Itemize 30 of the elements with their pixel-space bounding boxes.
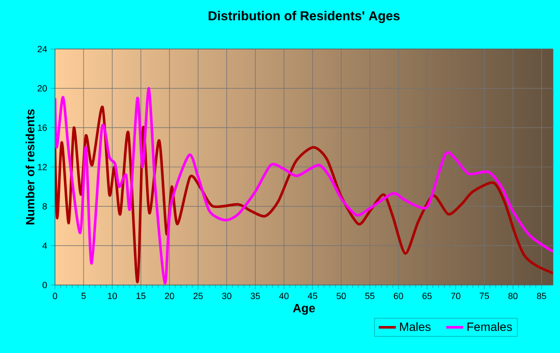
x-tick-label: 65 (422, 292, 432, 300)
x-tick-label: 15 (136, 292, 146, 300)
y-axis-title: Number of residents (26, 109, 34, 224)
x-tick-label: 35 (250, 292, 260, 300)
x-tick-label: 25 (194, 292, 203, 300)
y-tick-label: 4 (42, 242, 47, 249)
y-tick-label: 12 (38, 164, 47, 170)
x-tick-label: 40 (279, 292, 289, 300)
x-tick-label: 30 (222, 292, 232, 300)
y-tick-label: 0 (42, 282, 47, 288)
x-tick-label: 20 (164, 292, 174, 300)
x-tick-label: 70 (451, 292, 460, 300)
y-tick-label: 24 (38, 46, 47, 52)
y-tick-label: 20 (38, 85, 47, 92)
x-tick-label: 0 (52, 292, 58, 300)
x-tick-label: 10 (108, 292, 117, 300)
x-tick-label: 55 (365, 292, 374, 300)
y-tick-label: 8 (42, 203, 47, 210)
x-tick-label: 5 (81, 292, 86, 300)
y-tick-label: 16 (38, 124, 47, 131)
x-tick-label: 45 (308, 292, 318, 300)
x-tick-label: 80 (508, 292, 518, 300)
x-axis-title: Age (293, 304, 315, 315)
chart-title: Distribution of Residents' Ages (208, 10, 400, 23)
legend-label: Females (468, 322, 512, 331)
x-tick-label: 60 (394, 292, 404, 300)
x-tick-label: 75 (480, 292, 489, 300)
legend-label: Males (400, 322, 431, 331)
x-tick-label: 50 (336, 292, 346, 300)
x-tick-label: 85 (536, 292, 546, 300)
